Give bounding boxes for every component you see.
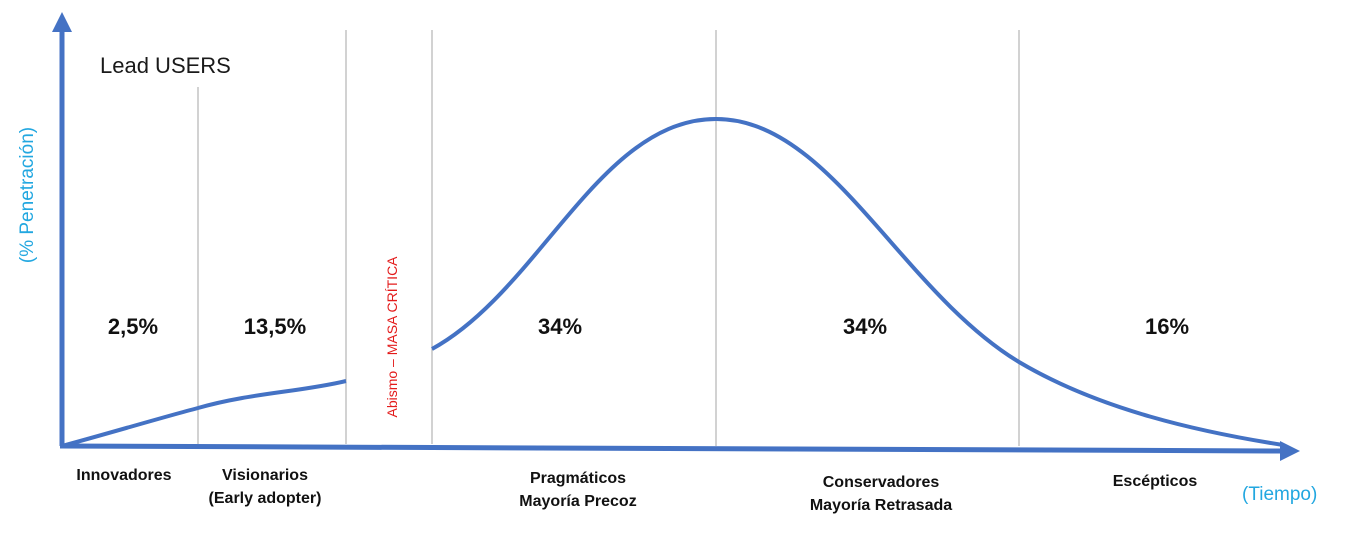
category-laggards: Escépticos — [1113, 470, 1197, 493]
category-visionaries-line-1: Visionarios — [222, 467, 308, 484]
category-late-majority-line-1: Conservadores — [822, 474, 940, 491]
curve-bell-section — [431, 116, 1284, 447]
y-axis-label: (% Penetración) — [17, 126, 38, 264]
category-early-majority-line-2: Mayoría Precoz — [519, 493, 637, 510]
percentage-laggards: 16% — [1144, 314, 1190, 339]
x-axis-arrowhead — [1280, 441, 1300, 461]
percentage-late-majority: 34% — [842, 314, 888, 339]
percentage-visionaries: 13,5% — [243, 314, 307, 339]
percentage-innovators: 2,5% — [107, 314, 159, 339]
lead-users-label: Lead USERS — [100, 53, 231, 78]
percentage-early-majority: 34% — [537, 314, 583, 339]
chasm-label: Abismo – MASA CRÍTICA — [384, 256, 400, 418]
category-innovators-line-1: Innovadores — [76, 467, 172, 484]
category-late-majority: Conservadores Mayoría Retrasada — [810, 471, 952, 517]
category-early-majority-line-1: Pragmáticos — [529, 470, 627, 487]
category-innovators: Innovadores — [76, 464, 171, 487]
curve-early-section — [61, 379, 347, 448]
category-early-majority: Pragmáticos Mayoría Precoz — [519, 467, 636, 513]
category-visionaries-line-2: (Early adopter) — [208, 490, 322, 507]
category-visionaries: Visionarios (Early adopter) — [209, 464, 322, 510]
x-axis — [59, 443, 1285, 454]
category-late-majority-line-2: Mayoría Retrasada — [809, 497, 953, 514]
x-axis-label: (Tiempo) — [1242, 484, 1318, 505]
y-axis-arrowhead — [52, 12, 72, 32]
category-laggards-line-1: Escépticos — [1112, 473, 1198, 490]
